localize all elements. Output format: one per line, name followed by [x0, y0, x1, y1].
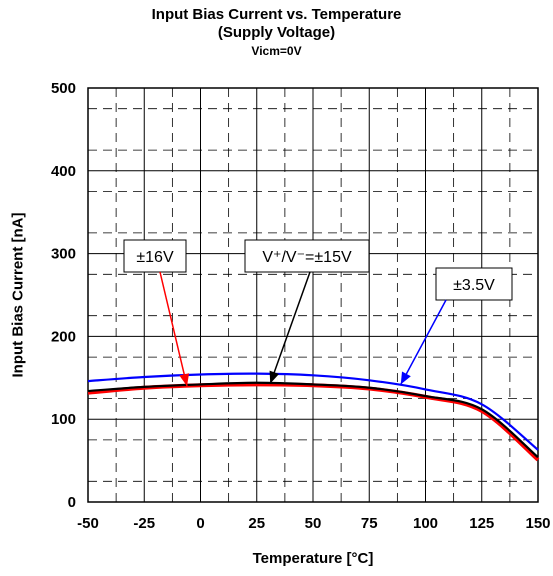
x-tick-label: 125 [469, 515, 494, 532]
annotation-arrow [400, 299, 447, 385]
x-tick-label: 75 [361, 515, 378, 532]
x-tick-label: 150 [525, 515, 550, 532]
chart-title: Input Bias Current vs. Temperature [151, 6, 402, 23]
y-tick-label: 200 [51, 328, 76, 345]
annotation-arrow [269, 271, 311, 384]
x-tick-label: 0 [196, 515, 204, 532]
annotation-arrowhead [179, 373, 190, 387]
chart-subtitle: (Supply Voltage) [217, 24, 336, 41]
y-tick-label: 100 [51, 411, 76, 428]
annotation-box [435, 267, 513, 301]
x-tick-label: -50 [77, 515, 99, 532]
chart-condition: Vicm=0V [251, 44, 302, 58]
annotation-box [123, 239, 187, 273]
annotation-label: ±16V [136, 249, 174, 266]
annotation-arrowhead [400, 371, 411, 385]
y-tick-label: 300 [51, 246, 76, 263]
annotation-label: ±3.5V [453, 277, 495, 294]
annotation-arrow [159, 271, 188, 387]
x-tick-label: 100 [413, 515, 438, 532]
plot-frame [87, 87, 539, 503]
series-line [87, 381, 539, 459]
y-tick-label: 0 [68, 494, 76, 511]
x-axis-label: Temperature [°C] [252, 550, 374, 567]
annotation-box [244, 239, 370, 273]
y-tick-label: 400 [51, 163, 76, 180]
x-tick-label: 25 [248, 515, 265, 532]
series-line [87, 372, 539, 451]
x-tick-label: 50 [305, 515, 322, 532]
annotation-arrowhead [269, 370, 279, 384]
annotation-label: V⁺/V⁻=±15V [262, 249, 352, 266]
y-tick-label: 500 [51, 80, 76, 97]
x-tick-label: -25 [133, 515, 155, 532]
